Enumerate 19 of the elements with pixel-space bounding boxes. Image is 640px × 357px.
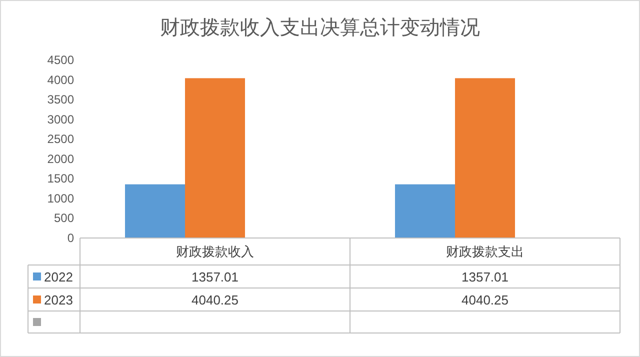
data-label: 1357.01 xyxy=(192,270,238,284)
y-tick-label: 1500 xyxy=(47,172,74,186)
x-tick-label: 财政拨款支出 xyxy=(446,245,524,260)
legend-label: 2023 xyxy=(44,292,73,308)
y-tick-label: 500 xyxy=(54,211,74,226)
y-tick-label: 1000 xyxy=(47,191,74,206)
data-label: 1357.01 xyxy=(462,270,508,284)
y-tick-label: 4500 xyxy=(47,53,74,67)
y-tick-label: 4000 xyxy=(47,72,74,87)
data-label: 4040.25 xyxy=(192,292,238,308)
chart-title: 财政拨款收入支出决算总计变动情况 xyxy=(160,15,480,39)
y-tick-label: 2500 xyxy=(47,132,74,146)
y-tick-label: 3500 xyxy=(47,92,74,107)
y-tick-label: 3000 xyxy=(47,112,74,126)
y-tick-label: 2000 xyxy=(47,152,74,166)
data-label: 4040.25 xyxy=(462,292,508,308)
legend-label: 2022 xyxy=(44,270,73,284)
x-tick-label: 财政拨款收入 xyxy=(176,245,254,260)
y-tick-label: 0 xyxy=(67,231,74,245)
